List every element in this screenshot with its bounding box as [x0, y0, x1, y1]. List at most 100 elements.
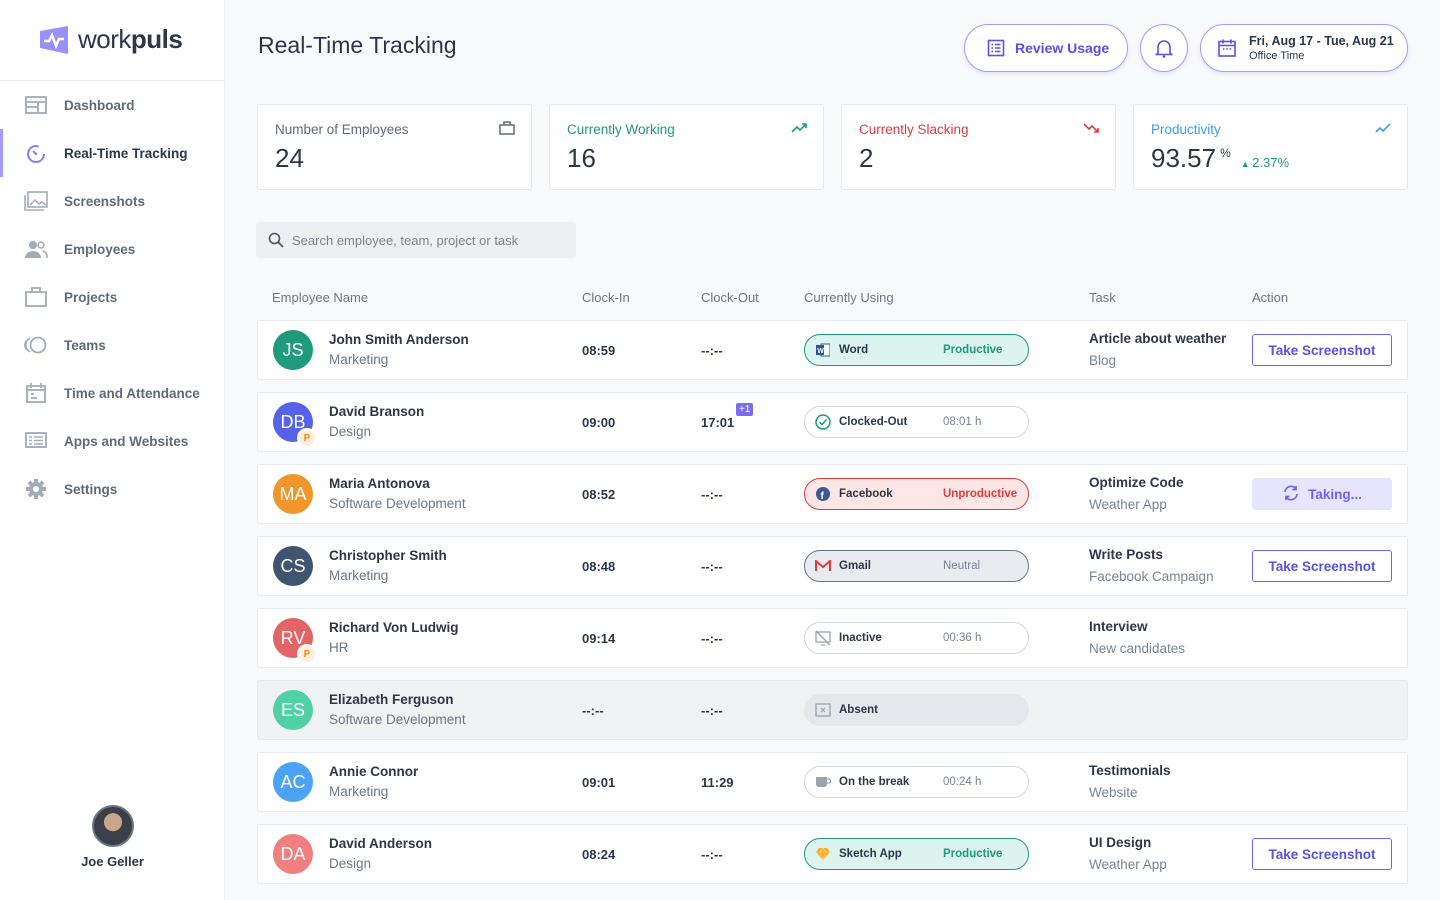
stat-value: 16	[567, 143, 596, 173]
logo-text-light: work	[78, 24, 131, 54]
inactive-monitor-icon	[815, 630, 831, 646]
app-name: On the break	[839, 776, 910, 788]
employee-name[interactable]: John Smith Anderson	[329, 332, 469, 347]
table-row[interactable]: MA Maria Antonova Software Development 08:5…	[257, 464, 1408, 524]
take-screenshot-button[interactable]: Take Screenshot	[1252, 334, 1392, 366]
column-header-employee[interactable]: Employee Name	[272, 290, 369, 305]
stat-value: 24	[275, 143, 304, 173]
table-row[interactable]: DB P David Branson Design 09:00 17:01 +1 Clocke…	[257, 392, 1408, 452]
sidebar-item-dashboard[interactable]: Dashboard	[0, 81, 225, 129]
table-row[interactable]: AC Annie Connor Marketing 09:01 11:29 On the …	[257, 752, 1408, 812]
date-range-picker[interactable]: Fri, Aug 17 - Tue, Aug 21 Office Time	[1200, 24, 1408, 72]
avatar[interactable]: MA	[273, 474, 313, 514]
employee-name[interactable]: Christopher Smith	[329, 548, 447, 563]
review-usage-button[interactable]: Review Usage	[964, 24, 1128, 72]
logo[interactable]: workpuls	[38, 24, 183, 55]
sidebar-item-real-time-tracking[interactable]: Real-Time Tracking	[0, 129, 225, 177]
avatar[interactable]: ES	[273, 690, 313, 730]
stat-card-currently-slacking: Currently Slacking 2	[841, 104, 1116, 190]
avatar[interactable]: CS	[273, 546, 313, 586]
sidebar-item-label: Real-Time Tracking	[64, 145, 188, 161]
avatar[interactable]: JS	[273, 330, 313, 370]
column-header-task[interactable]: Task	[1089, 290, 1116, 305]
sidebar-item-time-and-attendance[interactable]: Time and Attendance	[0, 369, 225, 417]
stat-label: Productivity	[1151, 122, 1221, 137]
change-value: 2.37%	[1252, 155, 1290, 170]
column-header-clock-out[interactable]: Clock-Out	[701, 290, 759, 305]
extra-sessions-badge[interactable]: +1	[736, 403, 754, 416]
clock-out-time: 11:29	[701, 775, 734, 790]
app-name: Facebook	[839, 488, 893, 500]
teams-icon	[24, 333, 48, 357]
check-circle-icon	[815, 414, 831, 430]
stat-label: Currently Working	[567, 122, 675, 137]
clock-out-time: 17:01	[701, 415, 735, 430]
employee-name[interactable]: Maria Antonova	[329, 476, 430, 491]
divider	[0, 80, 225, 81]
usage-status: 00:36 h	[943, 632, 982, 644]
task-name: Write Posts	[1089, 547, 1164, 562]
calendar-icon	[24, 381, 48, 405]
review-usage-label: Review Usage	[1015, 40, 1110, 56]
clock-in-time: 08:24	[582, 847, 616, 862]
table-row[interactable]: CS Christopher Smith Marketing 08:48 --:-- Gm…	[257, 536, 1408, 596]
sidebar-item-label: Employees	[64, 241, 136, 257]
productivity-change: ▲ 2.37%	[1241, 155, 1289, 170]
currently-using-pill: On the break 00:24 h	[804, 766, 1029, 798]
employee-name[interactable]: Elizabeth Ferguson	[329, 692, 454, 707]
search-bar[interactable]	[256, 222, 576, 258]
notifications-button[interactable]	[1140, 24, 1188, 72]
sidebar-item-apps-and-websites[interactable]: Apps and Websites	[0, 417, 225, 465]
dashboard-icon	[24, 93, 48, 117]
employee-department: Software Development	[329, 712, 466, 727]
employee-name[interactable]: Annie Connor	[329, 764, 419, 779]
trend-down-icon	[1083, 121, 1099, 139]
clock-out-time: --:--	[701, 559, 723, 574]
sidebar-item-settings[interactable]: Settings	[0, 465, 225, 513]
sidebar-item-teams[interactable]: Teams	[0, 321, 225, 369]
app-name: Clocked-Out	[839, 416, 908, 428]
employee-name[interactable]: David Anderson	[329, 836, 433, 851]
take-screenshot-button[interactable]: Take Screenshot	[1252, 838, 1392, 870]
employee-department: Software Development	[329, 496, 466, 511]
up-arrow-icon: ▲	[1240, 159, 1253, 169]
realtime-icon	[24, 141, 48, 165]
sidebar-item-label: Projects	[64, 289, 118, 305]
avatar[interactable]: RV	[273, 618, 313, 658]
employee-name[interactable]: Richard Von Ludwig	[329, 620, 459, 635]
avatar[interactable]	[91, 805, 134, 847]
table-row[interactable]: DA David Anderson Design 08:24 --:-- Sketch A…	[257, 824, 1408, 884]
avatar[interactable]: AC	[273, 762, 313, 802]
task-name: Interview	[1089, 619, 1148, 634]
button-label: Taking...	[1308, 486, 1362, 502]
table-row[interactable]: RV P Richard Von Ludwig HR 09:14 --:-- Inactiv…	[257, 608, 1408, 668]
currently-using-pill: Gmail Neutral	[804, 550, 1029, 582]
sidebar-item-employees[interactable]: Employees	[0, 225, 225, 273]
clock-out-time: --:--	[701, 703, 723, 718]
facebook-icon: f	[815, 486, 831, 502]
task-project: Website	[1089, 785, 1138, 800]
avatar[interactable]: DA	[273, 834, 313, 874]
app-name: Sketch App	[839, 848, 902, 860]
projects-icon	[24, 285, 48, 309]
user-profile[interactable]: Joe Geller	[0, 805, 225, 871]
usage-status: Unproductive	[943, 488, 1018, 500]
sidebar: workpuls Dashboard Real-Time Tracking Scre…	[0, 0, 225, 900]
sidebar-item-projects[interactable]: Projects	[0, 273, 225, 321]
employee-name[interactable]: David Branson	[329, 404, 425, 419]
table-row[interactable]: JS John Smith Anderson Marketing 08:59 --:--…	[257, 320, 1408, 380]
take-screenshot-button[interactable]: Take Screenshot	[1252, 550, 1392, 582]
stat-card-currently-working: Currently Working 16	[549, 104, 824, 190]
taking-screenshot-button[interactable]: Taking...	[1252, 478, 1392, 510]
sidebar-item-screenshots[interactable]: Screenshots	[0, 177, 225, 225]
stat-card-number-of-employees: Number of Employees 24	[257, 104, 532, 190]
clock-in-time: 09:01	[582, 775, 616, 790]
calendar-icon	[1218, 39, 1236, 57]
task-project: Blog	[1089, 353, 1117, 368]
column-header-clock-in[interactable]: Clock-In	[582, 290, 630, 305]
search-input[interactable]	[292, 232, 562, 248]
table-row[interactable]: ES Elizabeth Ferguson Software Development…	[257, 680, 1408, 740]
user-name: Joe Geller	[81, 854, 144, 869]
column-header-currently-using[interactable]: Currently Using	[804, 290, 894, 305]
clock-in-time: 08:48	[582, 559, 616, 574]
